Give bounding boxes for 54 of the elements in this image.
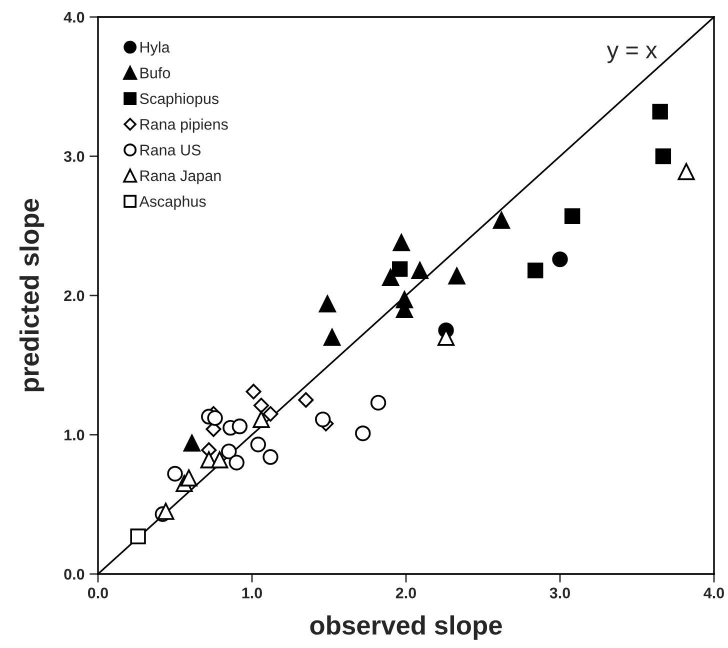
point (253, 398, 270, 414)
point (250, 436, 266, 452)
x-tick-label: 1.0 (242, 588, 262, 598)
point (262, 449, 278, 465)
point (221, 444, 237, 460)
point (314, 412, 331, 428)
point (528, 262, 544, 278)
x-axis-title: observed slope (310, 615, 502, 640)
point (183, 434, 200, 452)
y-tick-label: 1.0 (64, 430, 84, 440)
y-axis-title: predicted slope (20, 198, 44, 392)
point (130, 528, 146, 544)
point (655, 148, 672, 164)
y-tick-label: 2.0 (64, 290, 84, 302)
annotation: y = x (606, 46, 658, 64)
point (324, 328, 341, 346)
point (318, 295, 336, 312)
point (252, 410, 270, 428)
legend-label: Rana Japan (140, 170, 221, 184)
point (298, 392, 314, 408)
point (552, 251, 568, 268)
legend-label: Ascaphus (139, 196, 206, 210)
legend-label: Rana US (140, 144, 201, 156)
point (382, 268, 400, 286)
legend-label: Bufo (140, 67, 170, 78)
point (564, 208, 580, 224)
legend-label: Hyla (140, 41, 170, 56)
point (492, 212, 510, 229)
point (211, 451, 228, 468)
point (392, 234, 410, 252)
point (355, 426, 371, 442)
point (411, 262, 428, 279)
x-tick-label: 2.0 (396, 588, 416, 598)
x-tick-label: 3.0 (550, 588, 570, 598)
point (157, 502, 174, 520)
point (180, 469, 198, 486)
y-tick-label: 4.0 (64, 12, 84, 23)
point (228, 454, 244, 470)
point (370, 394, 386, 411)
point (167, 466, 183, 482)
x-tick-label: 0.0 (88, 588, 108, 598)
y-tick-label: 3.0 (64, 151, 84, 162)
x-tick-label: 4.0 (704, 588, 724, 598)
legend-label: Rana pipiens (140, 118, 228, 133)
point (652, 104, 668, 120)
y-tick-label: 0.0 (64, 568, 84, 580)
point (448, 267, 466, 285)
legend-label: Scaphiopus (140, 92, 219, 108)
point (246, 384, 262, 400)
point (678, 163, 695, 180)
point (392, 261, 408, 277)
point (262, 406, 278, 422)
point (207, 410, 223, 426)
point (232, 418, 248, 434)
